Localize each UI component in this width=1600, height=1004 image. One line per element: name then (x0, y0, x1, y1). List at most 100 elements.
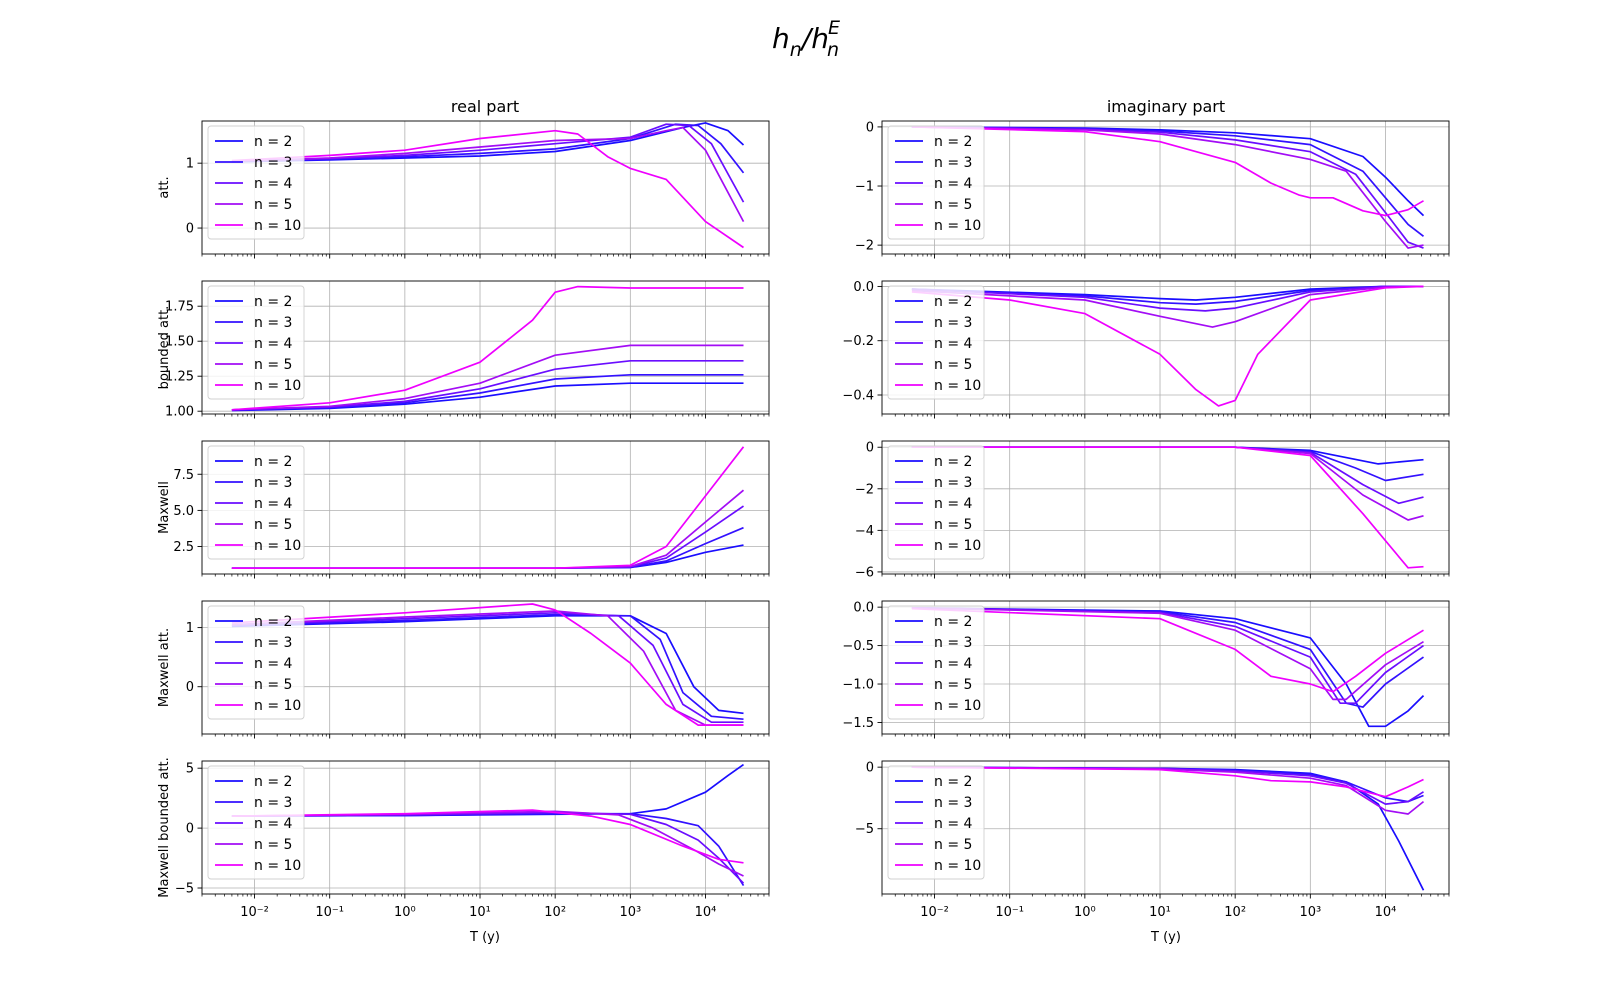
series-line-n2 (911, 607, 1425, 728)
y-tick-label: 7.5 (173, 468, 194, 483)
y-tick-label: −1.0 (842, 678, 874, 693)
series-line-n2 (231, 763, 744, 817)
legend-label: n = 5 (254, 837, 292, 853)
legend: n = 2 n = 3 n = 4 n = 5 n = 10 (887, 285, 985, 400)
y-tick-label: 1.00 (165, 405, 194, 420)
y-tick-label: 0 (186, 680, 194, 695)
y-tick-label: −5 (175, 882, 194, 897)
series-line-n5 (231, 126, 745, 222)
legend-label: n = 3 (254, 315, 292, 331)
legend-box (887, 285, 985, 400)
series-group (231, 285, 744, 412)
legend-label: n = 4 (254, 336, 293, 352)
x-tick-label: 10³ (619, 905, 641, 920)
legend-label: n = 4 (934, 656, 973, 672)
x-tick-label: 10⁰ (1074, 905, 1096, 920)
legend-label: n = 2 (254, 774, 292, 790)
legend-label: n = 5 (934, 357, 972, 373)
legend: n = 2 n = 3 n = 4 n = 5 n = 10 (887, 445, 985, 560)
series-group (911, 126, 1425, 249)
legend-label: n = 3 (254, 155, 292, 171)
legend-label: n = 3 (934, 795, 972, 811)
axes-frame (881, 280, 1450, 415)
axes-frame (201, 280, 770, 415)
subplot-real-5: 10⁻² 10⁻¹ 10⁰ 10¹ 10² 10³ 10⁴ −5 0 5 Maxwell bound… (157, 757, 770, 920)
figure-title: hn/hnE (772, 17, 840, 61)
series-line-n3 (231, 613, 744, 721)
y-tick-label: −2 (855, 239, 874, 254)
x-tick-label: 10⁻² (920, 905, 949, 920)
y-tick-label: 2.5 (173, 540, 194, 555)
series-line-n4 (911, 607, 1424, 705)
series-line-n4 (231, 123, 745, 203)
legend-label: n = 10 (254, 218, 301, 234)
series-line-n10 (911, 126, 1424, 217)
series-line-n10 (911, 285, 1424, 407)
legend: n = 2 n = 3 n = 4 n = 5 n = 10 (207, 605, 305, 720)
legend-label: n = 5 (934, 837, 972, 853)
subplot-real-1: 0 1 att. n = 2 n = 3 n = 4 n = 5 n = 10 (157, 120, 770, 259)
legend-box (207, 445, 305, 560)
axes-frame (201, 600, 770, 735)
series-group (231, 603, 744, 726)
legend-label: n = 4 (934, 816, 973, 832)
y-tick-label: −2 (855, 482, 874, 497)
x-axis-label-real: T (y) (469, 930, 500, 945)
legend-label: n = 10 (254, 538, 301, 554)
series-line-n3 (911, 607, 1424, 708)
legend-label: n = 2 (254, 294, 292, 310)
series-line-n5 (911, 766, 1425, 815)
series-line-n10 (231, 603, 744, 726)
legend-label: n = 5 (254, 357, 292, 373)
series-line-n4 (231, 505, 744, 570)
legend-label: n = 2 (934, 614, 972, 630)
y-tick-label: −4 (855, 524, 874, 539)
legend-box (887, 125, 985, 240)
series-line-n10 (231, 129, 744, 249)
series-group (231, 446, 745, 570)
series-line-n10 (911, 607, 1424, 693)
legend-label: n = 5 (934, 677, 972, 693)
legend-label: n = 5 (254, 517, 292, 533)
x-tick-label: 10² (1224, 905, 1246, 920)
legend-label: n = 2 (934, 454, 972, 470)
legend-label: n = 3 (254, 475, 292, 491)
series-line-n2 (231, 544, 744, 570)
y-tick-label: 0 (186, 222, 194, 237)
series-group (911, 285, 1424, 407)
series-line-n10 (231, 809, 744, 864)
legend-label: n = 3 (934, 155, 972, 171)
y-tick-label: 0 (866, 761, 874, 776)
legend-label: n = 4 (934, 176, 973, 192)
axes-frame (201, 760, 770, 895)
x-tick-label: 10⁻² (240, 905, 269, 920)
legend-label: n = 10 (934, 698, 981, 714)
legend: n = 2 n = 3 n = 4 n = 5 n = 10 (207, 765, 305, 880)
series-line-n5 (911, 285, 1424, 328)
legend: n = 2 n = 3 n = 4 n = 5 n = 10 (207, 125, 305, 240)
y-tick-label: 1 (186, 157, 194, 172)
series-line-n5 (231, 344, 744, 411)
y-tick-label: 1.75 (165, 300, 194, 315)
y-tick-label: 1 (186, 621, 194, 636)
legend-box (207, 605, 305, 720)
y-axis-label: Maxwell att. (157, 628, 172, 707)
series-line-n5 (231, 489, 745, 570)
legend-label: n = 4 (254, 496, 293, 512)
series-line-n4 (231, 611, 744, 724)
subplot-imaginary-1: 0 −1 −2 n = 2 n = 3 n = 4 n = 5 n = 10 (855, 120, 1450, 259)
series-line-n4 (911, 126, 1424, 249)
legend-label: n = 2 (934, 294, 972, 310)
series-group (231, 122, 745, 249)
y-axis-label: bounded att. (157, 306, 172, 390)
x-tick-label: 10¹ (1149, 905, 1171, 920)
y-tick-label: −1 (855, 180, 874, 195)
y-axis-label: Maxwell bounded att. (157, 757, 172, 897)
series-line-n10 (231, 285, 744, 411)
series-line-n4 (911, 285, 1424, 312)
legend-label: n = 2 (254, 614, 292, 630)
legend-label: n = 3 (934, 475, 972, 491)
legend-label: n = 2 (934, 774, 972, 790)
